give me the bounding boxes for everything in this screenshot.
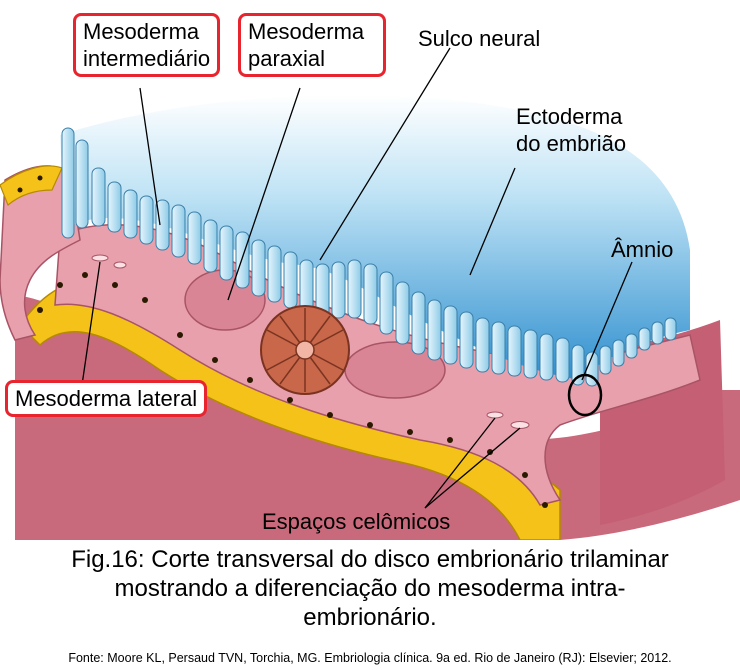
embryonic-disc-illustration: [0, 47, 740, 540]
notochord: [260, 305, 350, 395]
figure-caption: Fig.16: Corte transversal do disco embri…: [0, 545, 740, 632]
label-intermediate-mesoderm: Mesoderma intermediário: [73, 13, 221, 77]
caption-line1: Fig.16: Corte transversal do disco embri…: [71, 546, 669, 573]
label-ectoderm-line1: Ectoderma: [516, 104, 623, 129]
left-fold-yellow: [0, 165, 63, 206]
label-coelomic-spaces: Espaços celômicos: [262, 509, 451, 534]
caption-line3: embrionário.: [303, 604, 437, 631]
label-intermediate-line1: Mesoderma: [83, 19, 200, 44]
label-neural-groove: Sulco neural: [418, 26, 541, 51]
label-intermediate-line2: intermediário: [83, 46, 211, 71]
caption-line2: mostrando a diferenciação do mesoderma i…: [114, 575, 626, 602]
ectoderm-cells: [61, 127, 677, 387]
leader-lines: [81, 47, 633, 509]
label-ectoderm: Ectoderma do embrião: [516, 103, 626, 157]
label-ectoderm-line2: do embrião: [516, 131, 627, 156]
amniotic-cavity: [60, 94, 690, 380]
label-paraxial-mesoderm: Mesoderma paraxial: [238, 13, 386, 77]
label-lateral-mesoderm: Mesoderma lateral: [5, 380, 208, 417]
deep-tissue: [15, 295, 740, 540]
amnion-marker: [567, 373, 603, 417]
coelomic-spaces: [91, 254, 530, 429]
source-citation: Fonte: Moore KL, Persaud TVN, Torchia, M…: [68, 651, 672, 665]
label-amnion: Âmnio: [611, 237, 674, 262]
label-paraxial-line1: Mesoderma: [248, 19, 365, 44]
endoderm-nuclei: [17, 175, 548, 508]
label-paraxial-line2: paraxial: [248, 46, 326, 71]
